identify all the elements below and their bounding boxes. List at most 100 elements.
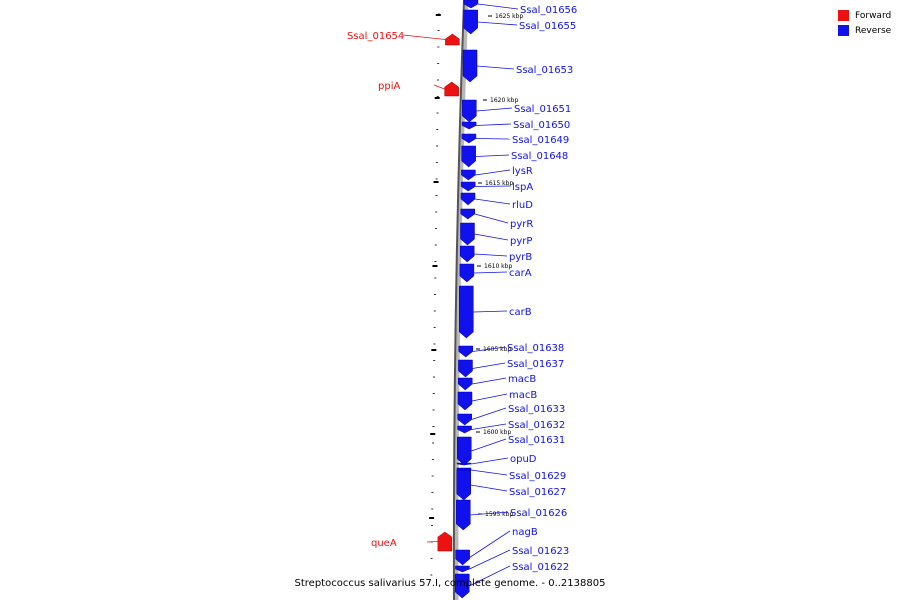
gene-label: Ssal_01655: [519, 21, 576, 32]
gene-leader-line: [473, 310, 508, 313]
gene-label: pyrR: [510, 219, 533, 230]
gene-label: lysR: [512, 166, 533, 177]
gene-leader-line: [477, 3, 519, 10]
gene-leader-line: [469, 565, 511, 587]
gene-label: Ssal_01653: [516, 65, 573, 76]
gene-leader-line: [469, 530, 511, 558]
kbp-label: 1625 kbp: [495, 13, 523, 20]
forward-gene-glyph: [437, 531, 453, 552]
reverse-gene-glyph: [456, 462, 472, 466]
gene-label: lspA: [512, 182, 533, 193]
gene-label: opuD: [510, 454, 537, 465]
gene-leader-line: [477, 21, 518, 26]
gene-leader-line: [474, 198, 511, 205]
gene-leader-line: [470, 457, 509, 465]
reverse-gene-glyph: [457, 413, 472, 426]
gene-label: Ssal_01638: [507, 343, 564, 354]
backbone: [452, 0, 465, 600]
gene-leader-line: [476, 65, 515, 70]
legend: Forward Reverse: [838, 8, 891, 38]
legend-reverse-label: Reverse: [855, 25, 892, 36]
gene-label: Ssal_01654: [347, 31, 404, 42]
reverse-gene-glyph: [458, 345, 473, 358]
gene-label: Ssal_01648: [511, 151, 568, 162]
gene-leader-line: [475, 154, 510, 157]
gene-label: carB: [509, 307, 532, 318]
backbone-shadow: [453, 0, 469, 600]
gene-leader-line: [474, 233, 509, 241]
gene-label: rluD: [512, 200, 533, 211]
gene-leader-line: [474, 253, 508, 257]
reverse-gene-glyph: [463, 9, 478, 35]
gene-label: Ssal_01629: [509, 471, 566, 482]
reverse-gene-glyph: [463, 0, 479, 9]
gene-leader-line: [426, 541, 438, 543]
reverse-gene-glyph: [457, 425, 472, 434]
kbp-label: 1595 kbp: [485, 511, 513, 518]
reverse-gene-glyph: [457, 377, 473, 391]
gene-leader-line: [471, 438, 507, 452]
gene-leader-line: [472, 346, 506, 352]
gene-leader-line: [474, 213, 509, 224]
gene-label: Ssal_01633: [508, 404, 565, 415]
gene-label: Ssal_01627: [509, 487, 566, 498]
reverse-gene-glyph: [461, 133, 477, 144]
kbp-label: 1615 kbp: [485, 180, 513, 187]
kbp-label: 1610 kbp: [484, 263, 512, 270]
gene-leader-line: [476, 107, 513, 112]
gene-label: Ssal_01622: [512, 562, 569, 573]
reverse-gene-glyph: [455, 549, 470, 566]
forward-gene-glyph: [445, 33, 460, 46]
reverse-gene-glyph: [456, 499, 471, 531]
gene-leader-line: [470, 484, 508, 492]
gene-leader-line: [471, 407, 507, 420]
gene-leader-line: [433, 84, 445, 90]
forward-swatch: [838, 10, 849, 21]
reverse-gene-glyph: [459, 285, 474, 339]
reverse-gene-glyph: [460, 181, 476, 192]
reverse-gene-glyph: [457, 391, 473, 411]
gene-label: Ssal_01649: [512, 135, 569, 146]
reverse-gene-glyph: [461, 169, 476, 181]
reverse-gene-glyph: [460, 192, 476, 206]
gene-leader-line: [472, 362, 506, 369]
reverse-gene-glyph: [459, 245, 475, 263]
reverse-gene-glyph: [455, 565, 470, 573]
gene-label: macB: [509, 390, 537, 401]
gene-label: nagB: [512, 527, 538, 538]
gene-leader-line: [475, 169, 511, 176]
legend-forward-label: Forward: [855, 10, 892, 21]
gene-leader-line: [475, 185, 511, 187]
gene-label: Ssal_01651: [514, 104, 571, 115]
reverse-gene-glyph: [461, 145, 476, 168]
reverse-swatch: [838, 25, 849, 36]
reverse-gene-glyph: [460, 222, 475, 246]
kbp-label: 1605 kbp: [483, 346, 511, 353]
gene-label: Ssal_01626: [510, 508, 567, 519]
reverse-gene-glyph: [458, 359, 473, 378]
gene-leader-line: [471, 393, 508, 402]
gene-label: carA: [509, 268, 532, 279]
gene-label: pyrP: [510, 236, 532, 247]
reverse-gene-glyph: [456, 469, 471, 501]
gene-leader-line: [470, 469, 508, 476]
gene-label: queA: [371, 538, 397, 549]
kbp-label: 1600 kbp: [483, 429, 511, 436]
reverse-gene-glyph: [462, 49, 478, 83]
legend-forward: Forward: [838, 8, 891, 23]
forward-gene-glyph: [444, 81, 459, 97]
gene-label: Ssal_01656: [520, 5, 577, 16]
gene-leader-line: [472, 377, 507, 385]
reverse-gene-glyph: [454, 573, 470, 599]
gene-leader-line: [473, 271, 508, 274]
reverse-gene-glyph: [461, 121, 477, 130]
gene-label: Ssal_01631: [508, 435, 565, 446]
reverse-gene-glyph: [462, 99, 477, 123]
gene-leader-line: [475, 138, 511, 140]
gene-label: Ssal_01637: [507, 359, 564, 370]
gene-leader-line: [470, 511, 509, 516]
kbp-label: 1620 kbp: [490, 97, 518, 104]
gene-label: ppiA: [378, 81, 400, 92]
gene-label: pyrB: [509, 252, 532, 263]
